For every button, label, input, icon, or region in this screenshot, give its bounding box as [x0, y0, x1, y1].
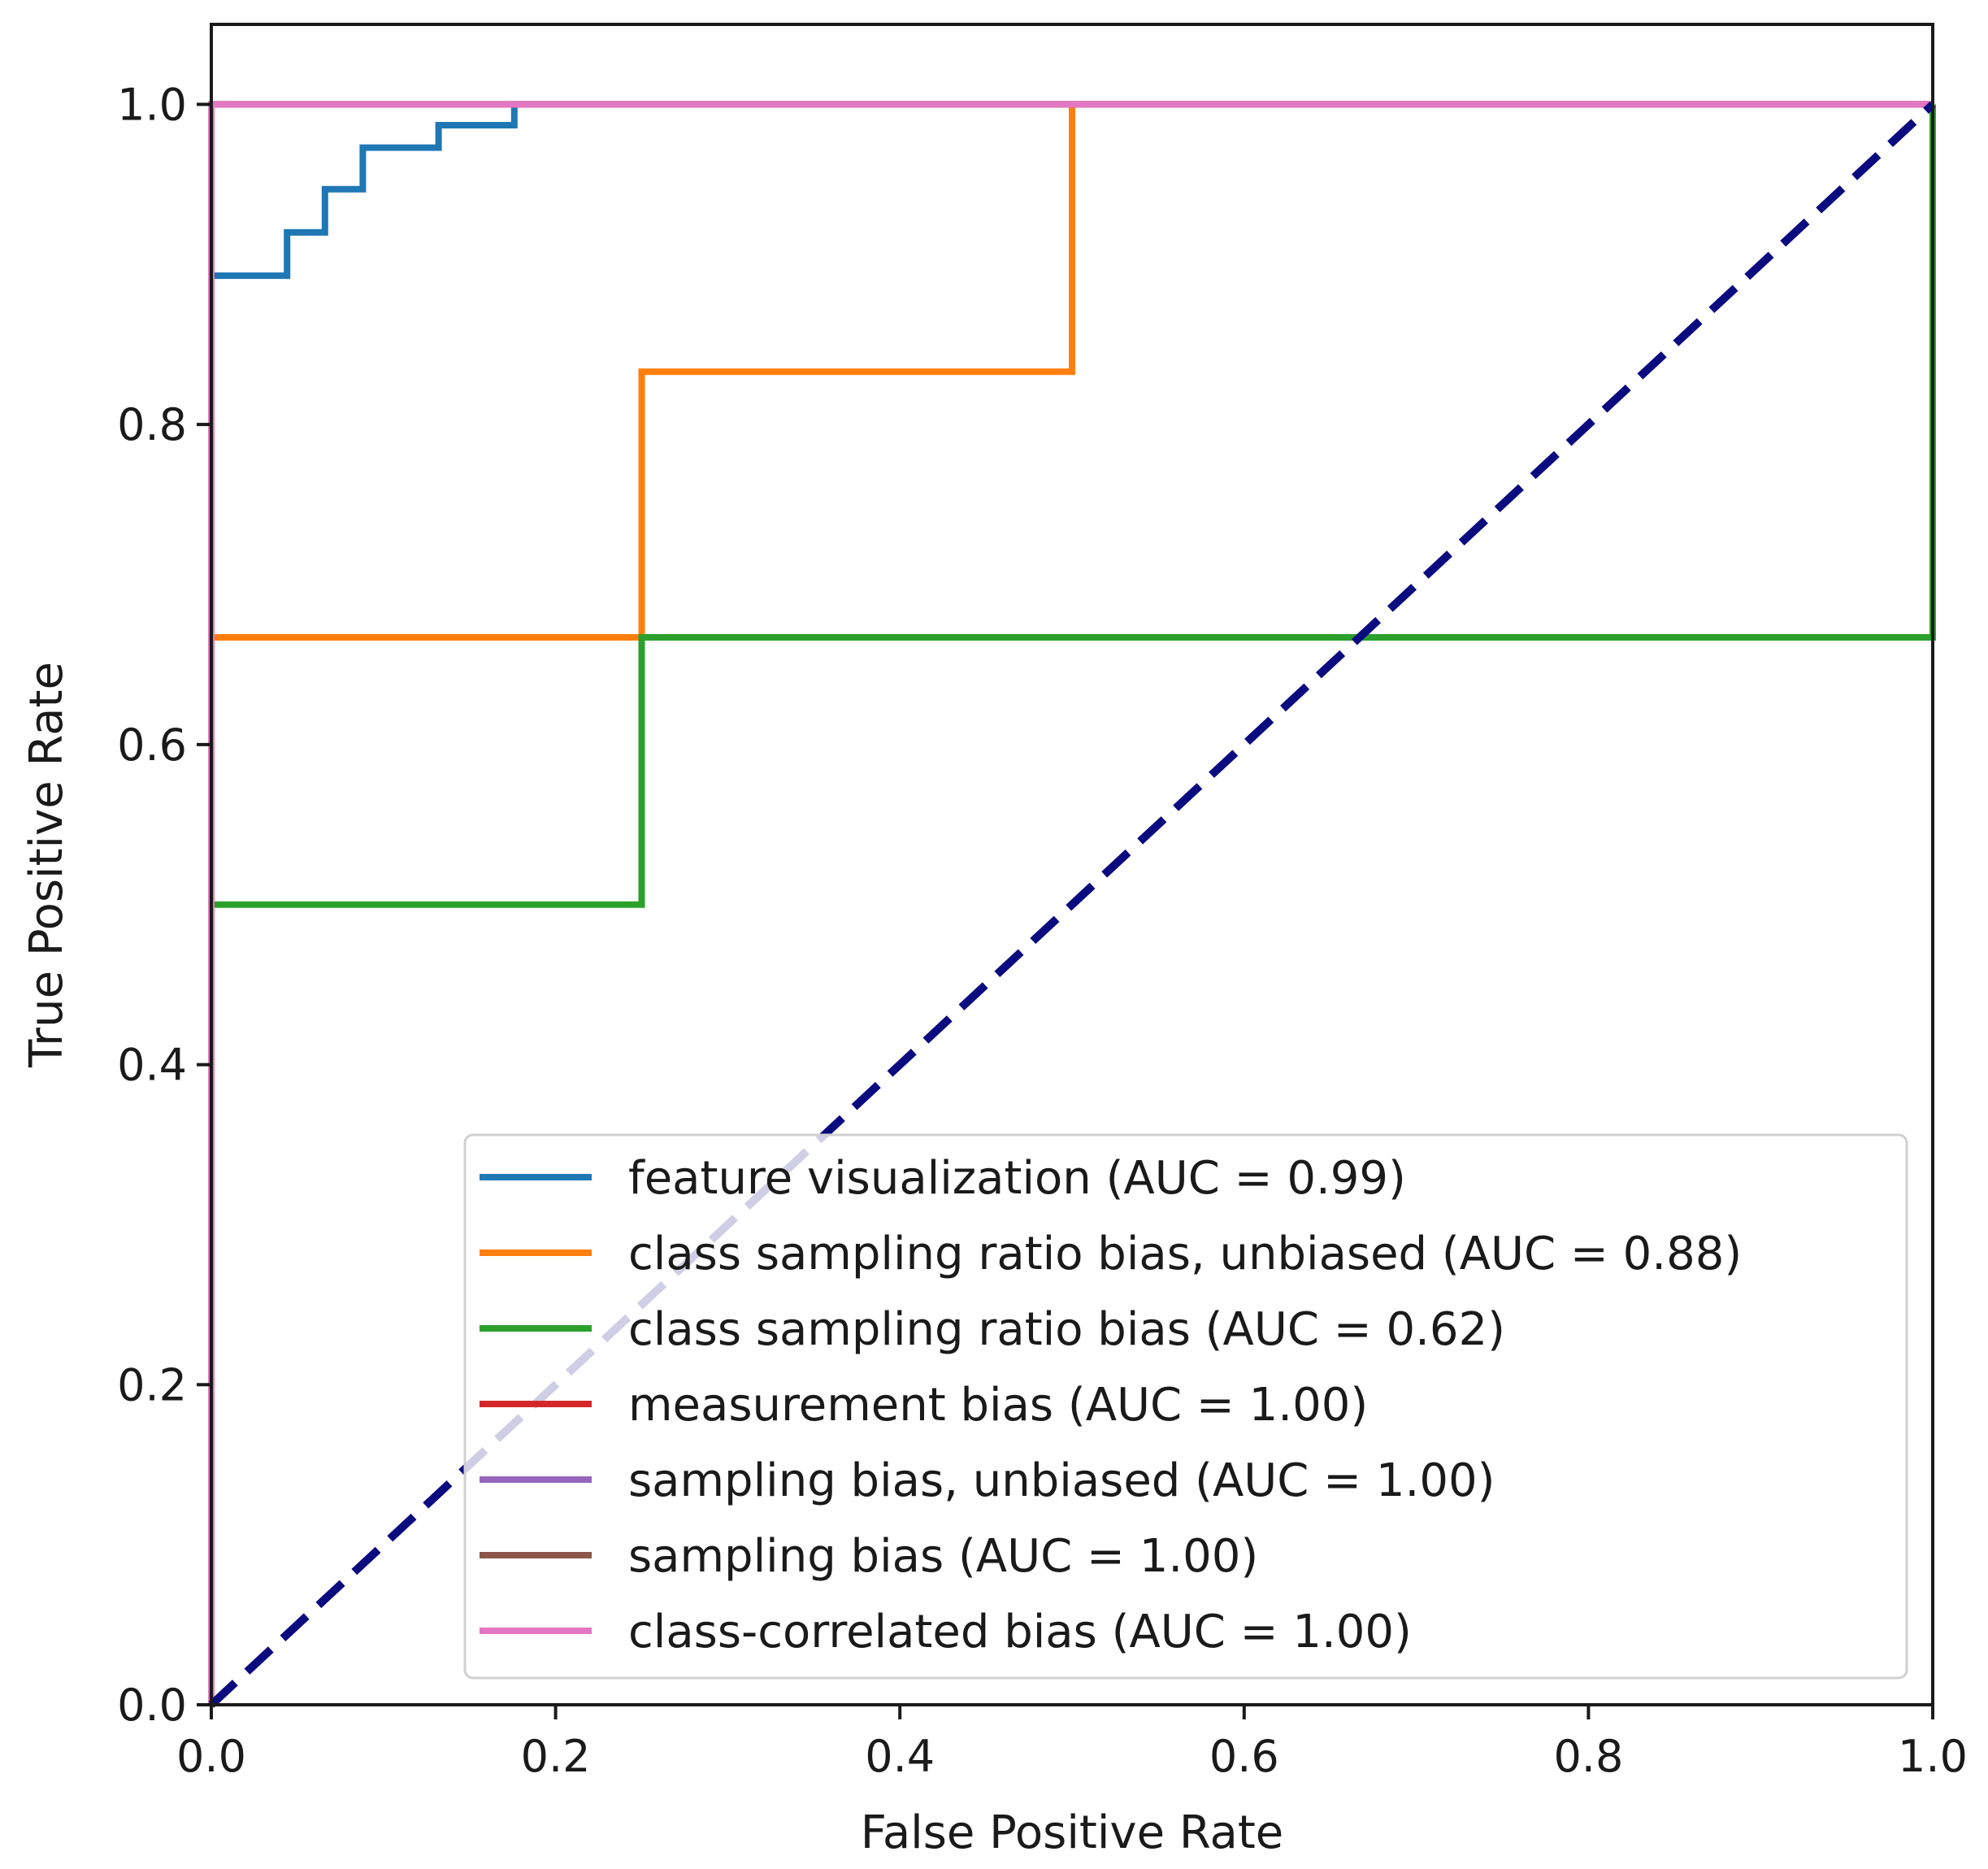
x-axis-label: False Positive Rate — [861, 1806, 1283, 1859]
legend-label-7: class-correlated bias (AUC = 1.00) — [628, 1606, 1412, 1658]
x-tick-label: 0.8 — [1553, 1731, 1623, 1782]
legend-label-2: class sampling ratio bias, unbiased (AUC… — [628, 1228, 1742, 1280]
x-axis: 0.0 0.2 0.4 0.6 0.8 1.0 — [176, 1705, 1968, 1782]
legend-box — [463, 1133, 1908, 1680]
legend-label-1: feature visualization (AUC = 0.99) — [628, 1152, 1406, 1205]
x-tick-label: 0.0 — [176, 1731, 246, 1782]
y-tick-label: 0.0 — [117, 1680, 187, 1731]
legend: feature visualization (AUC = 0.99) class … — [463, 1133, 1908, 1680]
y-tick-label: 0.6 — [117, 719, 187, 771]
y-tick-label: 0.8 — [117, 399, 187, 450]
x-tick-label: 0.6 — [1209, 1731, 1279, 1782]
y-tick-label: 0.2 — [117, 1359, 187, 1410]
x-tick-label: 0.2 — [521, 1731, 591, 1782]
x-tick-label: 0.4 — [865, 1731, 935, 1782]
legend-label-6: sampling bias (AUC = 1.00) — [628, 1530, 1258, 1583]
legend-label-4: measurement bias (AUC = 1.00) — [628, 1379, 1368, 1432]
legend-label-5: sampling bias, unbiased (AUC = 1.00) — [628, 1454, 1495, 1507]
legend-label-3: class sampling ratio bias (AUC = 0.62) — [628, 1303, 1505, 1356]
series-line-1 — [208, 101, 1933, 1705]
y-axis: 0.0 0.2 0.4 0.6 0.8 1.0 — [117, 79, 211, 1731]
x-tick-label: 1.0 — [1898, 1731, 1968, 1782]
y-tick-label: 0.4 — [117, 1040, 187, 1091]
y-tick-label: 1.0 — [117, 79, 187, 130]
plot-frame — [210, 23, 1934, 1706]
y-axis-label: True Positive Rate — [20, 662, 73, 1068]
